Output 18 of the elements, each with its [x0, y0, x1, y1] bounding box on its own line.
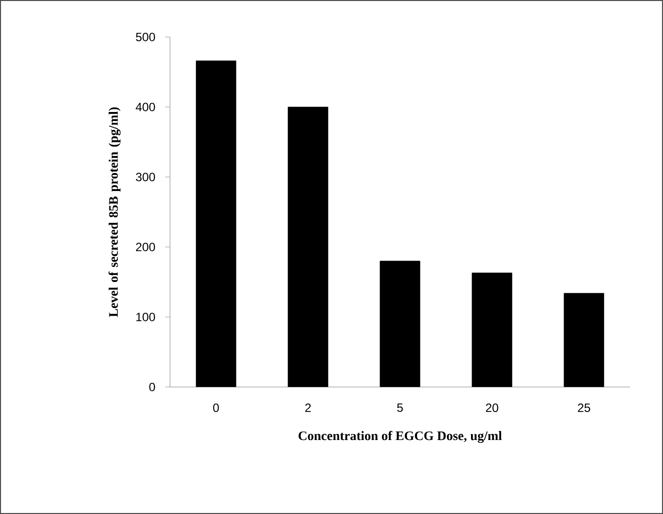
bar [564, 293, 604, 387]
y-tick-label: 0 [149, 382, 156, 392]
x-tick-label: 2 [305, 404, 311, 412]
x-tick-label: 5 [397, 404, 403, 412]
y-tick-label: 400 [136, 102, 155, 112]
x-tick-label: 20 [486, 404, 498, 412]
bar [472, 272, 512, 387]
x-tick-label: 25 [578, 404, 590, 412]
y-tick-label: 300 [136, 172, 155, 182]
y-axis-title: Level of secreted 85B protein (pg/ml) [108, 107, 121, 317]
bar [288, 106, 328, 387]
x-axis-title: Concentration of EGCG Dose, ug/ml [298, 430, 502, 443]
y-tick-label: 500 [136, 32, 155, 42]
bar [380, 260, 420, 387]
x-tick-label: 0 [213, 404, 219, 412]
y-tick-label: 100 [136, 312, 155, 322]
y-tick-label: 200 [136, 242, 155, 252]
bar [196, 60, 236, 387]
